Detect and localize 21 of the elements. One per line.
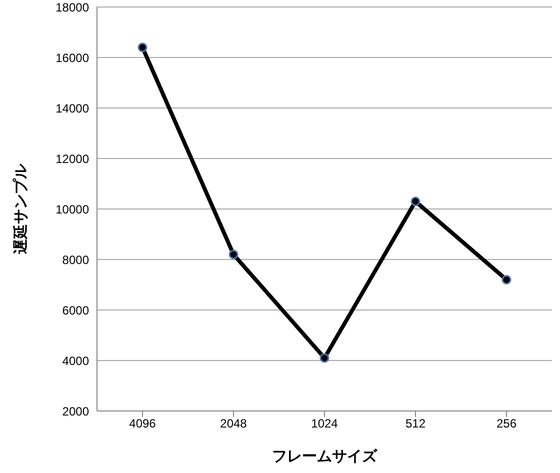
y-tick-label: 4000	[62, 354, 90, 368]
point	[228, 250, 238, 260]
x-tick-label: 2048	[220, 416, 248, 431]
y-tick-label: 16000	[56, 50, 90, 65]
x-tick-label: 512	[405, 416, 426, 431]
y-tick-label: 10000	[56, 202, 90, 216]
y-tick-label: 8000	[62, 252, 90, 267]
point	[410, 196, 420, 206]
x-axis-title: フレームサイズ	[272, 448, 378, 465]
point	[138, 42, 148, 52]
point	[502, 274, 512, 284]
y-tick-label: 12000	[56, 152, 90, 166]
y-tick-label: 6000	[62, 303, 90, 318]
x-tick-label: 4096	[129, 416, 156, 431]
y-axis-title: 遅延サンプル	[12, 163, 30, 255]
x-tick-label: 256	[496, 416, 517, 431]
point	[320, 353, 330, 363]
y-tick-label: 18000	[56, 0, 90, 14]
y-tick-label: 2000	[62, 404, 90, 418]
x-tick-label: 1024	[311, 416, 338, 431]
y-tick-label: 14000	[56, 101, 90, 116]
